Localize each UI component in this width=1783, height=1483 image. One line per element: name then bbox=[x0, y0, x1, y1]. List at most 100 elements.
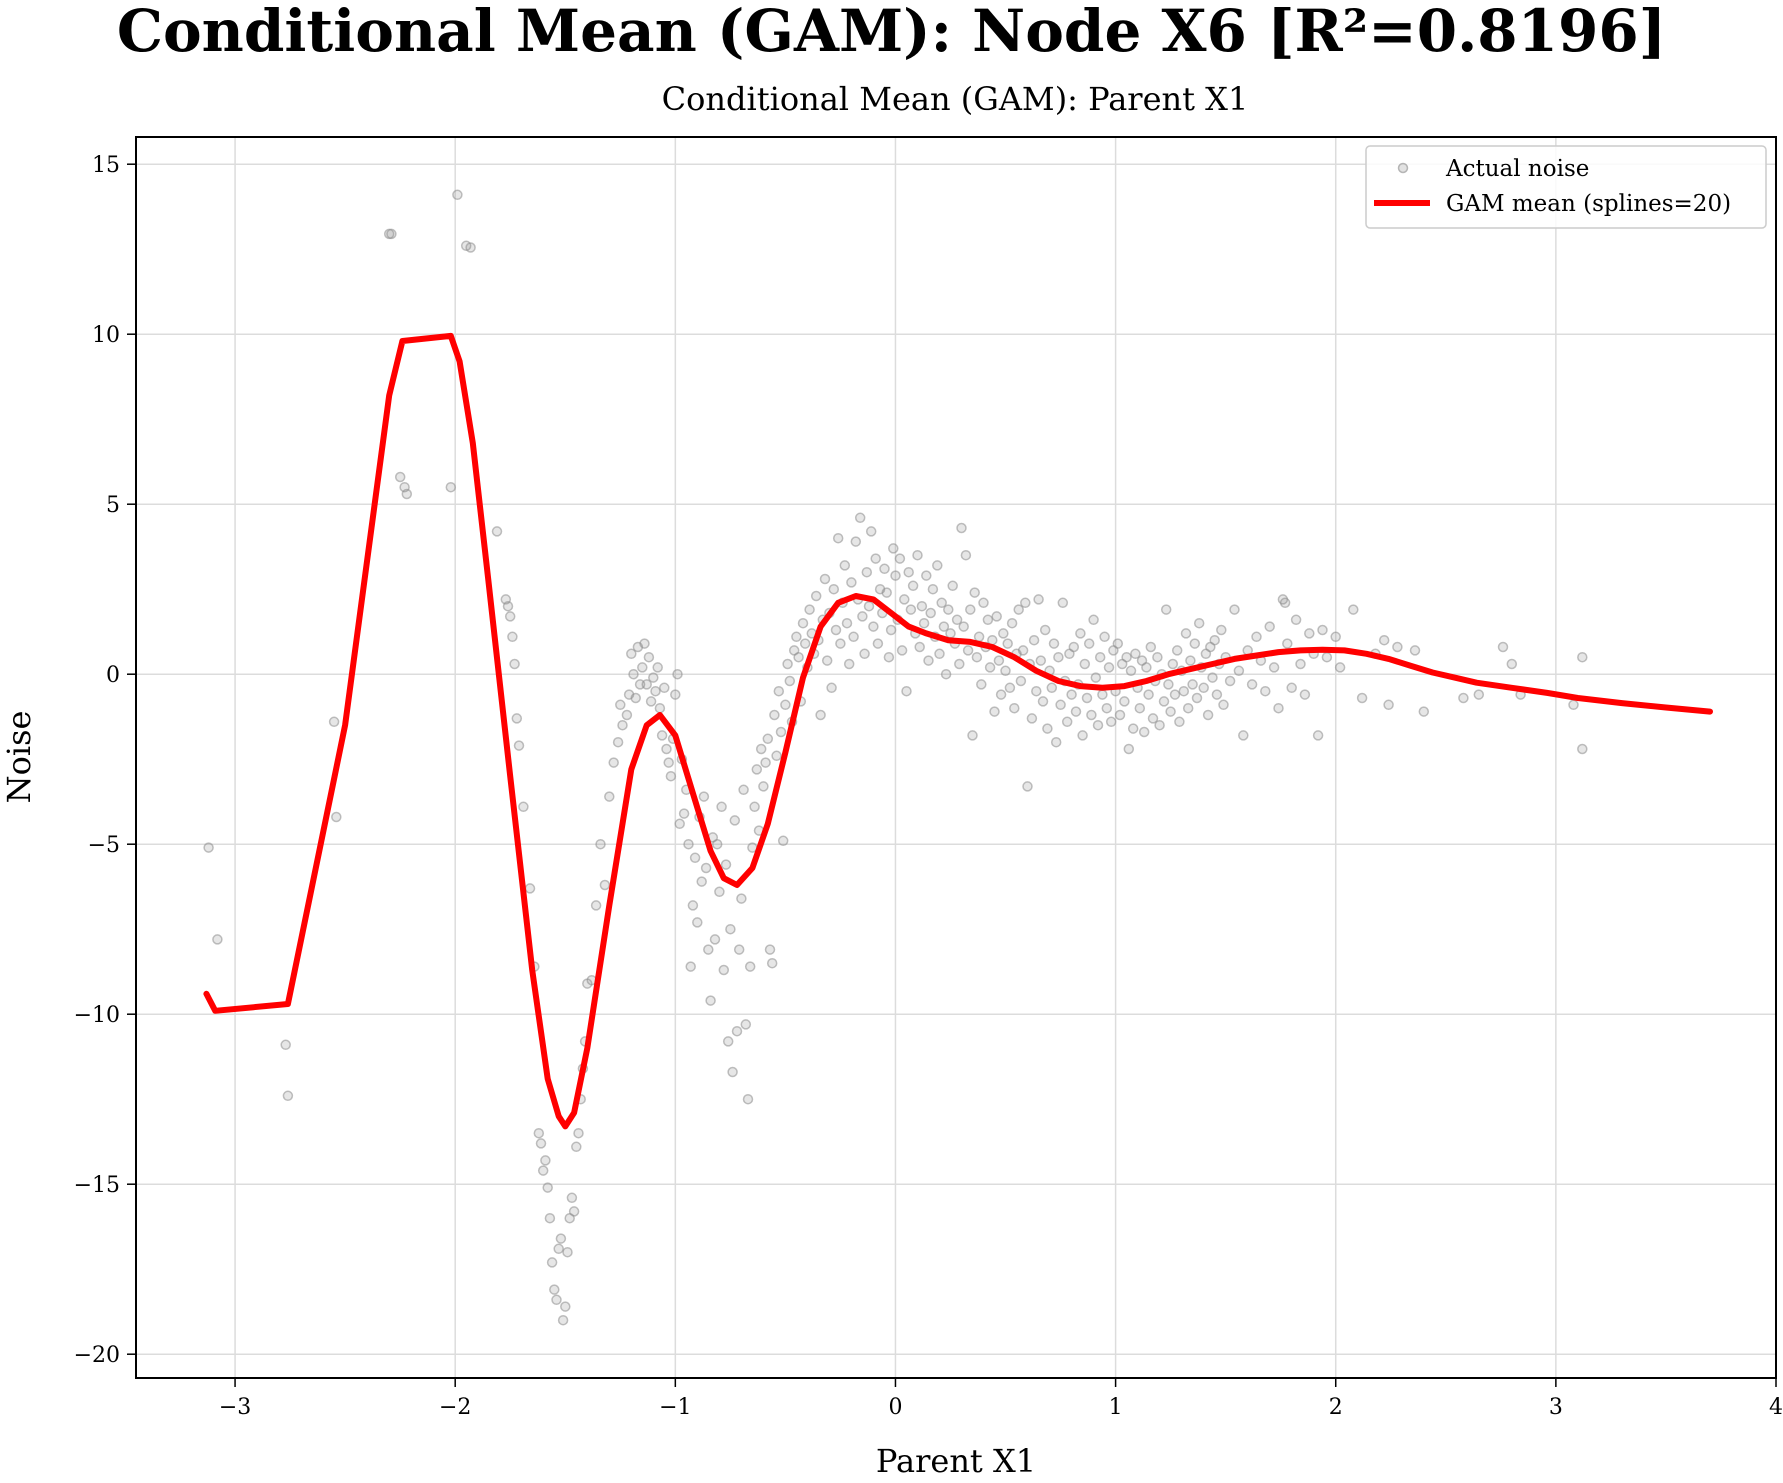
scatter-point bbox=[1013, 604, 1024, 615]
scatter-point bbox=[1066, 689, 1077, 700]
scatter-point bbox=[850, 536, 862, 547]
scatter-point bbox=[1174, 716, 1185, 728]
scatter-point bbox=[1033, 594, 1044, 605]
scatter-point bbox=[846, 577, 857, 588]
scatter-point bbox=[280, 1039, 291, 1051]
scatter-point bbox=[731, 1025, 743, 1037]
scatter-point bbox=[1046, 682, 1058, 694]
scatter-point bbox=[698, 791, 710, 802]
scatter-point bbox=[401, 488, 413, 500]
scatter-point bbox=[518, 801, 529, 813]
scatter-point bbox=[571, 1141, 582, 1153]
scatter-point bbox=[848, 631, 859, 643]
scatter-point bbox=[452, 189, 463, 201]
scatter-point bbox=[661, 743, 672, 755]
scatter-point bbox=[1028, 634, 1040, 646]
scatter-point bbox=[282, 1090, 294, 1102]
scatter-point bbox=[932, 560, 943, 571]
scatter-point bbox=[1042, 723, 1053, 734]
scatter-point bbox=[1198, 682, 1209, 694]
scatter-point bbox=[212, 934, 223, 945]
scatter-point bbox=[1418, 706, 1430, 717]
scatter-point bbox=[1145, 641, 1157, 653]
scatter-point bbox=[914, 641, 925, 653]
scatter-point bbox=[760, 757, 771, 768]
scatter-point bbox=[1154, 719, 1165, 731]
scatter-point bbox=[775, 726, 787, 738]
scatter-point bbox=[1348, 604, 1359, 615]
scatter-point bbox=[696, 876, 707, 887]
scatter-point bbox=[894, 553, 906, 564]
scatter-point bbox=[901, 685, 912, 697]
scatter-point bbox=[1409, 645, 1421, 656]
y-tick-label: −10 bbox=[74, 1003, 120, 1028]
scatter-point bbox=[821, 655, 833, 666]
scatter-point bbox=[683, 838, 694, 850]
scatter-point bbox=[709, 934, 721, 945]
scatter-point bbox=[751, 764, 763, 775]
scatter-point bbox=[1497, 641, 1509, 653]
scatter-point bbox=[881, 587, 892, 598]
scatter-point bbox=[1299, 689, 1311, 700]
scatter-point bbox=[612, 736, 624, 748]
plot-frame bbox=[135, 136, 1777, 1379]
scatter-point bbox=[604, 791, 615, 802]
scatter-point bbox=[899, 594, 910, 605]
scatter-point bbox=[703, 944, 714, 955]
scatter-point bbox=[511, 713, 523, 724]
scatter-point bbox=[718, 964, 730, 976]
figure-title: Conditional Mean (GAM): Node X6 [R²=0.81… bbox=[116, 0, 1667, 65]
scatter-point bbox=[905, 604, 917, 615]
scatter-point bbox=[832, 532, 844, 544]
scatter-point bbox=[1189, 638, 1201, 649]
scatter-point bbox=[692, 917, 703, 928]
scatter-point bbox=[1061, 716, 1073, 728]
scatter-point bbox=[1506, 658, 1518, 670]
scatter-point bbox=[549, 1284, 560, 1295]
scatter-point bbox=[729, 815, 741, 826]
scatter-point bbox=[771, 750, 782, 762]
scatter-point bbox=[1075, 628, 1086, 639]
scatter-point bbox=[608, 757, 619, 768]
scatter-point bbox=[791, 631, 802, 643]
scatter-point bbox=[562, 1246, 573, 1258]
scatter-point bbox=[568, 1206, 580, 1217]
scatter-point bbox=[542, 1182, 553, 1193]
scatter-point bbox=[700, 862, 712, 874]
scatter-point bbox=[888, 543, 899, 554]
scatter-point bbox=[1317, 624, 1328, 636]
scatter-point bbox=[1031, 685, 1042, 697]
scatter-point bbox=[982, 614, 994, 626]
scatter-point bbox=[328, 716, 340, 728]
scatter-point bbox=[685, 961, 696, 972]
scatter-point bbox=[971, 651, 983, 663]
scatter-point bbox=[678, 808, 690, 819]
scatter-point bbox=[595, 838, 606, 850]
scatter-point bbox=[819, 573, 831, 585]
scatter-point bbox=[879, 563, 890, 575]
scatter-point bbox=[799, 638, 811, 649]
scatter-point bbox=[907, 580, 919, 592]
scatter-point bbox=[989, 706, 1000, 717]
grid bbox=[136, 137, 1777, 1378]
scatter-point bbox=[1103, 662, 1115, 673]
scatter-point bbox=[1238, 730, 1249, 741]
x-axis-label: Parent X1 bbox=[876, 1442, 1036, 1480]
scatter-point bbox=[969, 587, 980, 598]
scatter-point bbox=[1282, 638, 1293, 649]
scatter-point bbox=[1191, 692, 1203, 704]
scatter-point bbox=[1171, 645, 1183, 656]
scatter-point bbox=[945, 628, 956, 639]
scatter-point bbox=[1224, 675, 1236, 687]
y-tick-label: 15 bbox=[92, 153, 120, 178]
scatter-point bbox=[1039, 624, 1051, 636]
scatter-point bbox=[804, 604, 815, 615]
scatter-point bbox=[533, 1127, 545, 1139]
scatter-point bbox=[956, 522, 967, 534]
scatter-point bbox=[1473, 689, 1485, 700]
scatter-point bbox=[689, 852, 701, 864]
x-tick-label: −3 bbox=[219, 1395, 251, 1420]
scatter-point bbox=[637, 662, 648, 673]
scatter-point bbox=[742, 1093, 754, 1105]
y-tick-label: 10 bbox=[92, 323, 120, 348]
